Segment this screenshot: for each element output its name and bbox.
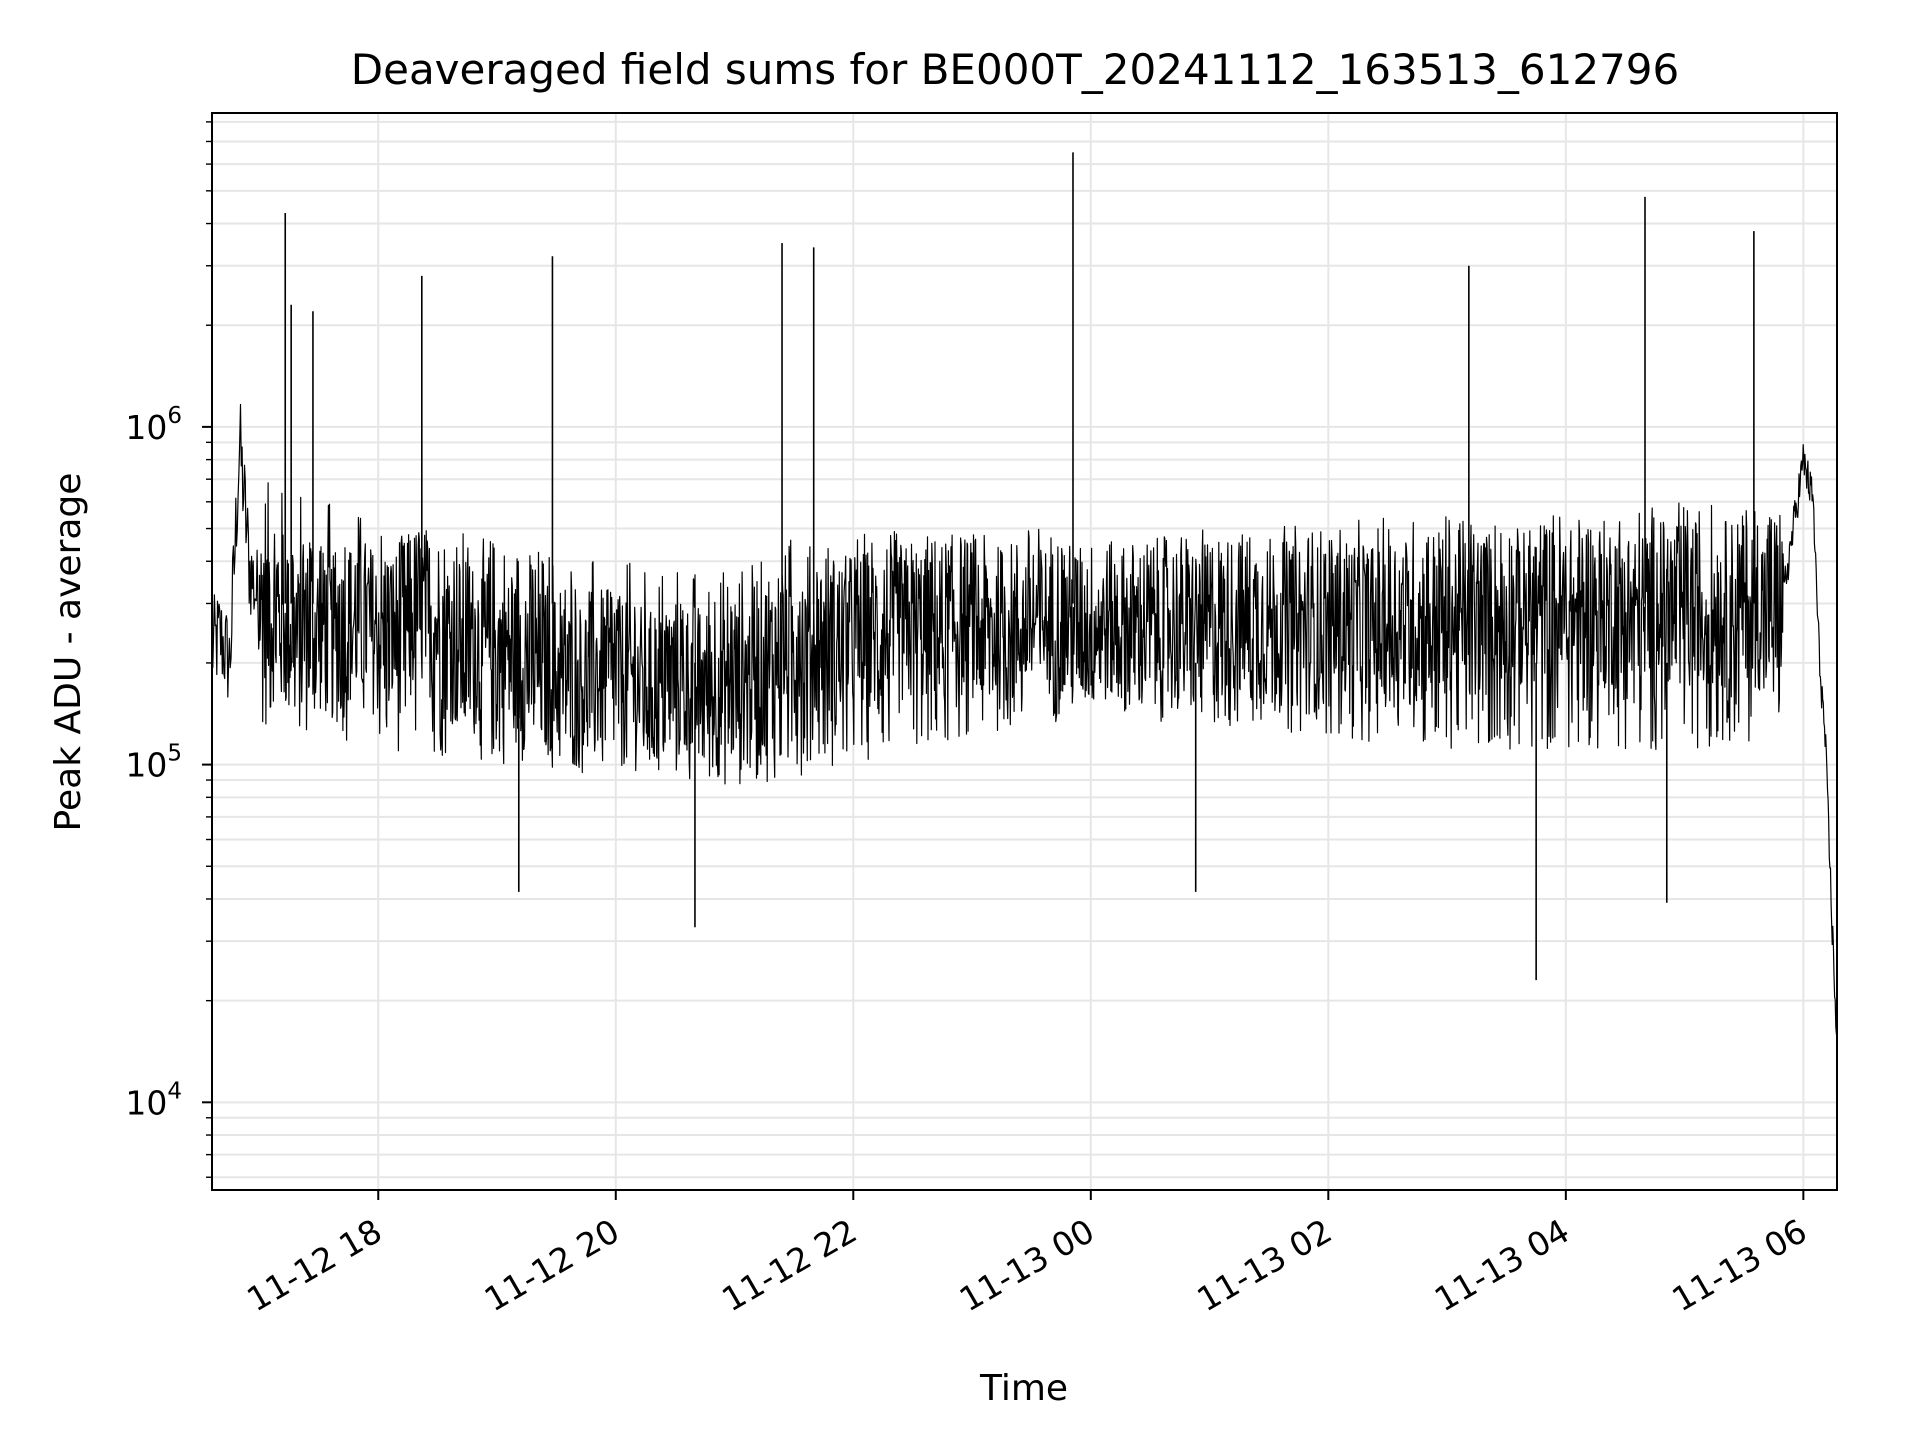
y-tick-label: 105: [125, 741, 182, 785]
y-tick-base: 10: [125, 408, 167, 447]
data-series: [211, 152, 1838, 1035]
y-tick-exponent: 5: [167, 741, 182, 767]
x-axis-label: Time: [979, 1368, 1068, 1409]
x-tick-label: 11-13 00: [953, 1211, 1101, 1319]
x-tick-label: 11-13 04: [1428, 1211, 1576, 1319]
grid-lines: [212, 113, 1837, 1190]
x-tick-label: 11-13 06: [1665, 1211, 1813, 1319]
y-tick-base: 10: [125, 746, 167, 785]
x-tick-label: 11-12 18: [240, 1211, 388, 1319]
y-axis-label: Peak ADU - average: [48, 473, 89, 832]
plot-area-frame: [211, 112, 1838, 1191]
y-tick-label: 106: [125, 403, 182, 447]
y-tick-label: 104: [125, 1078, 182, 1122]
series-trace: [211, 403, 1838, 1035]
y-tick-base: 10: [125, 1083, 167, 1122]
y-tick-exponent: 6: [167, 403, 182, 429]
x-tick-label: 11-12 20: [478, 1211, 626, 1319]
y-tick-exponent: 4: [167, 1078, 182, 1104]
x-tick-label: 11-13 02: [1190, 1211, 1338, 1319]
x-tick-label: 11-12 22: [715, 1211, 863, 1319]
chart-title: Deaveraged field sums for BE000T_2024111…: [351, 45, 1679, 94]
